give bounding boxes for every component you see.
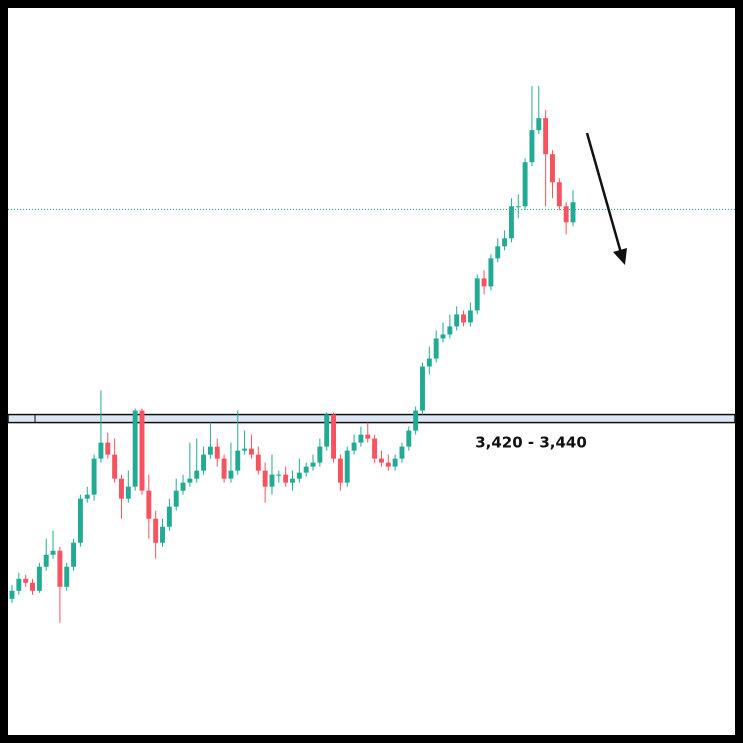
candle-body <box>9 590 15 599</box>
candle-body <box>344 450 350 483</box>
candle-body <box>488 258 494 287</box>
candle-body <box>495 246 501 259</box>
candle-body <box>283 474 289 483</box>
candle-body <box>420 366 425 411</box>
candle-body <box>84 494 90 499</box>
candle-body <box>16 578 22 591</box>
candle-body <box>71 542 77 567</box>
candle-body <box>433 338 439 359</box>
candle-body <box>317 446 323 463</box>
candle-body <box>105 442 111 455</box>
candle-body <box>207 446 213 455</box>
candle-body <box>351 442 357 451</box>
candle-body <box>276 474 282 476</box>
candle-body <box>187 478 193 483</box>
candle-body <box>502 238 508 247</box>
candle-body <box>64 566 70 587</box>
zone <box>7 413 736 424</box>
candle-body <box>269 474 275 487</box>
candle-body <box>365 434 371 439</box>
trend-arrow-head <box>613 248 627 265</box>
candle-body <box>77 498 83 543</box>
candle-body <box>337 458 343 483</box>
candle-body <box>119 478 124 499</box>
candle-body <box>522 162 528 207</box>
candle-body <box>461 314 466 323</box>
candle-body <box>30 582 35 591</box>
candle-body <box>180 482 186 491</box>
candle-body <box>440 334 446 339</box>
candle-body <box>563 206 569 223</box>
candle-body <box>385 462 391 467</box>
candle-body <box>324 414 330 447</box>
marks <box>7 86 736 623</box>
candle-body <box>201 454 207 471</box>
candle-body <box>221 458 227 479</box>
candle-body <box>372 438 378 459</box>
candle-body <box>508 206 514 239</box>
candle-body <box>160 526 165 543</box>
trend-arrow <box>585 132 623 254</box>
candle-body <box>529 130 535 163</box>
candle-body <box>570 202 576 223</box>
candle-body <box>399 446 405 459</box>
candle-body <box>536 118 542 131</box>
candle-body <box>173 490 179 507</box>
candle-body <box>358 434 364 443</box>
candle-body <box>255 454 261 471</box>
candle-body <box>447 326 453 335</box>
candle-body <box>515 206 521 208</box>
candle-body <box>290 478 295 483</box>
candle-body <box>146 490 152 519</box>
candle-body <box>248 448 254 455</box>
candle-body <box>454 314 460 327</box>
candle-body <box>194 470 200 479</box>
candle-body <box>556 182 562 207</box>
candle-body <box>550 154 555 183</box>
candle-body <box>481 278 487 287</box>
candle-body <box>413 410 419 431</box>
candle-body <box>262 470 268 487</box>
candle-body <box>392 458 398 467</box>
candle-body <box>36 566 42 591</box>
zone-label: 3,420 - 3,440 <box>475 434 587 452</box>
candle-body <box>303 466 309 473</box>
candle-body <box>296 472 302 479</box>
candle-body <box>98 442 104 459</box>
candle-body <box>91 458 97 495</box>
candle-body <box>242 448 248 451</box>
candle-body <box>543 118 549 155</box>
candle-body <box>214 446 220 459</box>
candle-body <box>378 458 384 463</box>
candle-body <box>166 506 172 527</box>
candle-body <box>153 518 159 543</box>
candle-body <box>57 550 63 587</box>
plot-background <box>8 8 735 735</box>
candle-body <box>43 554 49 567</box>
candle-body <box>310 462 316 467</box>
candle-body <box>426 358 432 367</box>
candle-body <box>23 578 29 583</box>
candle-body <box>406 430 412 447</box>
candle-body <box>474 278 480 311</box>
candle-body <box>235 450 241 471</box>
candle-body <box>228 470 234 479</box>
candle-body <box>125 486 131 499</box>
candle-body <box>331 414 337 459</box>
candle-body <box>132 410 138 487</box>
candle-body <box>139 410 145 491</box>
candle-body <box>50 550 56 555</box>
candle-body <box>467 310 473 323</box>
candle-body <box>112 454 118 479</box>
